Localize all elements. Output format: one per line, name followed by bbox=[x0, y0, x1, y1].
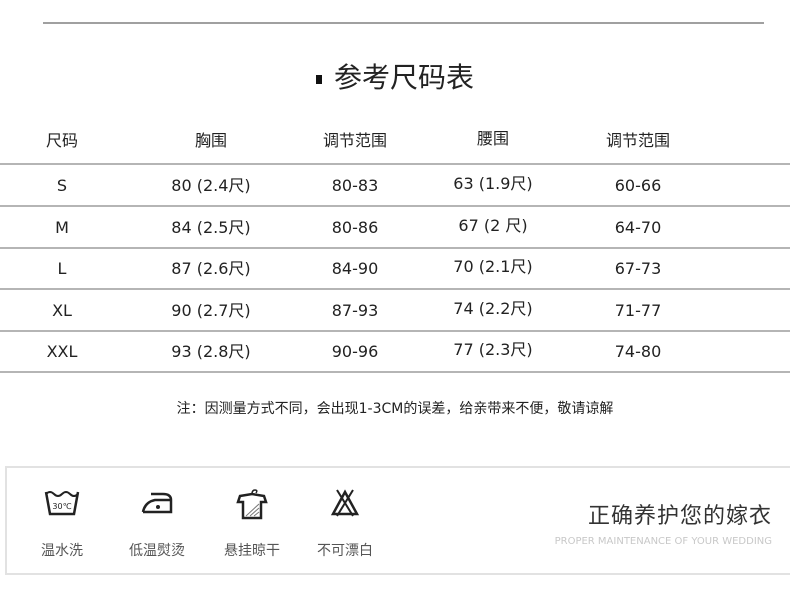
cell-waist-range: 74-80 bbox=[614, 342, 662, 361]
divider bbox=[0, 288, 790, 290]
svg-text:30℃: 30℃ bbox=[52, 502, 71, 511]
cell-bust: 80 (2.4尺) bbox=[171, 176, 251, 195]
header-waist: 腰围 bbox=[476, 129, 509, 148]
cell-size: S bbox=[56, 176, 68, 195]
care-subtitle: PROPER MAINTENANCE OF YOUR WEDDING bbox=[554, 536, 772, 547]
cell-bust-range: 84-90 bbox=[331, 259, 379, 278]
cell-size: M bbox=[55, 217, 69, 237]
table-row: XXL 93 (2.8尺) 90-96 77 (2.3尺) 74-80 bbox=[0, 331, 790, 372]
header-size: 尺码 bbox=[45, 131, 78, 150]
cell-size: L bbox=[57, 259, 67, 278]
low-iron-icon bbox=[141, 492, 173, 514]
cell-bust-range: 87-93 bbox=[331, 300, 379, 320]
cell-bust-range: 80-83 bbox=[331, 176, 379, 195]
divider bbox=[0, 163, 790, 165]
cell-bust: 90 (2.7尺) bbox=[171, 300, 251, 320]
divider bbox=[0, 205, 790, 207]
cell-waist: 70 (2.1尺) bbox=[453, 257, 533, 276]
care-item-no-bleach: 不可漂白 bbox=[305, 486, 385, 560]
cell-size: XL bbox=[52, 300, 72, 320]
wash-30-icon: 30℃ bbox=[44, 491, 80, 516]
table-header: 尺码 胸围 调节范围 腰围 调节范围 bbox=[0, 120, 790, 161]
cell-bust: 84 (2.5尺) bbox=[171, 217, 251, 237]
cell-bust: 87 (2.6尺) bbox=[171, 259, 251, 278]
care-label: 温水洗 bbox=[41, 543, 83, 559]
cell-waist-range: 67-73 bbox=[614, 259, 662, 278]
table-row: XL 90 (2.7尺) 87-93 74 (2.2尺) 71-77 bbox=[0, 290, 790, 331]
title-text: 参考尺码表 bbox=[333, 61, 474, 94]
care-label: 不可漂白 bbox=[317, 543, 373, 559]
cell-bust-range: 80-86 bbox=[331, 217, 379, 237]
header-bust: 胸围 bbox=[194, 131, 227, 150]
table-row: M 84 (2.5尺) 80-86 67 (2 尺) 64-70 bbox=[0, 207, 790, 248]
table-row: L 87 (2.6尺) 84-90 70 (2.1尺) 67-73 bbox=[0, 248, 790, 289]
cell-waist-range: 71-77 bbox=[614, 300, 662, 320]
cell-waist-range: 60-66 bbox=[614, 176, 662, 195]
title-bullet bbox=[315, 75, 322, 84]
header-waist-range: 调节范围 bbox=[605, 131, 670, 150]
table-row: S 80 (2.4尺) 80-83 63 (1.9尺) 60-66 bbox=[0, 165, 790, 206]
divider bbox=[0, 329, 790, 332]
cell-bust: 93 (2.8尺) bbox=[171, 342, 251, 361]
cell-waist: 74 (2.2尺) bbox=[453, 298, 533, 318]
cell-bust-range: 90-96 bbox=[331, 342, 379, 361]
care-label: 低温熨烫 bbox=[129, 543, 185, 559]
care-item-hang: 悬挂晾干 bbox=[212, 486, 292, 560]
care-title: 正确养护您的嫁衣 bbox=[587, 504, 772, 529]
header-bust-range: 调节范围 bbox=[322, 131, 387, 150]
care-item-wash: 30℃ 温水洗 bbox=[22, 486, 102, 560]
cell-waist: 63 (1.9尺) bbox=[453, 174, 533, 193]
page-title: 参考尺码表 bbox=[0, 56, 790, 96]
divider bbox=[0, 371, 790, 373]
divider bbox=[0, 246, 790, 249]
measurement-note: 注：因测量方式不同，会出现1-3CM的误差，给亲带来不便，敬请谅解 bbox=[176, 401, 614, 417]
care-item-iron: 低温熨烫 bbox=[117, 486, 197, 560]
cell-size: XXL bbox=[46, 342, 78, 361]
cell-waist: 67 (2 尺) bbox=[458, 215, 528, 235]
cell-waist-range: 64-70 bbox=[614, 217, 662, 237]
care-panel: 30℃ 温水洗 低温熨烫 悬挂晾干 不可漂白 正确养护您的嫁衣 PROPER M… bbox=[5, 466, 790, 575]
cell-waist: 77 (2.3尺) bbox=[453, 340, 533, 359]
top-divider bbox=[43, 22, 764, 24]
no-bleach-icon bbox=[330, 489, 360, 517]
care-label: 悬挂晾干 bbox=[224, 543, 280, 559]
hang-dry-icon bbox=[236, 489, 268, 520]
